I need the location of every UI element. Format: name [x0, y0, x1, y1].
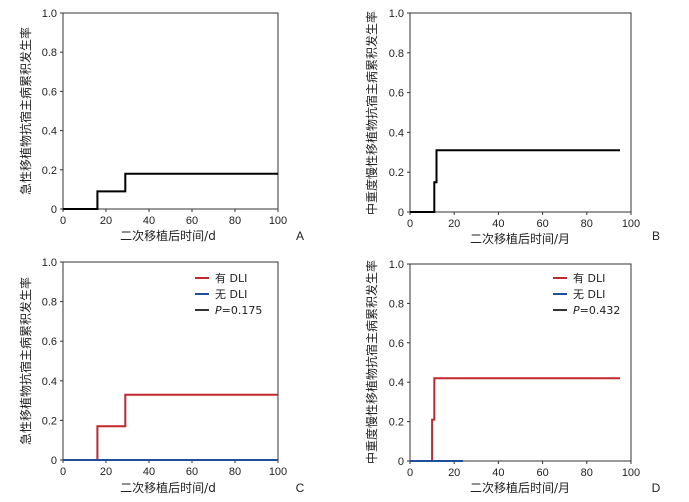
- x-tick-label: 20: [100, 215, 112, 227]
- x-tick-label: 40: [492, 467, 504, 479]
- legend-label: 有 DLI: [215, 271, 247, 285]
- series-line-1: [410, 149, 620, 213]
- legend-label: 有 DLI: [573, 271, 605, 285]
- y-tick-label: 0.4: [42, 126, 57, 138]
- x-tick-label: 20: [448, 467, 460, 479]
- y-tick-label: 0: [51, 204, 57, 216]
- x-tick-label: 100: [622, 218, 640, 230]
- x-tick-label: 0: [407, 218, 413, 230]
- chart-panel-d: 0 0.2 0.4 0.6 0.8 1.0 0 20 40 60 80 100 二次移植后时间/月 中重度…: [364, 259, 661, 495]
- y-axis-label: 中重度慢性移植物抗宿主病累积发生率: [364, 11, 379, 215]
- x-tick-label: 60: [186, 466, 198, 478]
- y-tick-label: 0.2: [389, 167, 404, 179]
- y-tick-label: 0: [398, 456, 404, 468]
- x-tick-label: 80: [229, 466, 241, 478]
- x-axis-label: 二次移植后时间/d: [120, 480, 216, 495]
- legend-label: 无 DLI: [573, 288, 605, 301]
- y-tick-label: 0: [398, 207, 404, 219]
- y-tick-label: 0.4: [42, 376, 57, 388]
- y-tick-label: 0.4: [389, 127, 404, 139]
- x-tick-label: 80: [581, 467, 593, 479]
- x-tick-label: 100: [269, 215, 287, 227]
- panel-label: C: [296, 481, 305, 495]
- y-tick-label: 0.2: [389, 417, 404, 429]
- y-tick-label: 1.0: [42, 8, 57, 20]
- panel-label: D: [652, 481, 661, 495]
- x-axis-label: 二次移植后时间/月: [470, 480, 570, 495]
- y-tick-label: 0.6: [42, 336, 57, 348]
- x-tick-label: 40: [143, 466, 155, 478]
- y-tick-label: 0.6: [42, 86, 57, 98]
- panel-label: A: [296, 229, 304, 243]
- x-tick-label: 80: [229, 215, 241, 227]
- y-tick-label: 0.6: [389, 88, 404, 100]
- plot-frame: [409, 12, 632, 213]
- chart-panel-c: 0 0.2 0.4 0.6 0.8 1.0 0 20 40 60 80 100 二次移植后时间/d 急性移…: [18, 257, 305, 495]
- legend: 有 DLI 无 DLI P=0.175: [195, 271, 262, 317]
- x-tick-label: 0: [60, 466, 66, 478]
- series-line-1: [63, 393, 278, 461]
- x-tick-label: 40: [492, 218, 504, 230]
- series-line-1: [63, 172, 278, 210]
- x-tick-label: 60: [186, 215, 198, 227]
- y-tick-label: 1.0: [42, 257, 57, 269]
- y-tick-label: 0.4: [389, 377, 404, 389]
- y-axis-label: 急性移植物抗宿主病累积发生率: [18, 27, 33, 195]
- x-tick-label: 60: [536, 218, 548, 230]
- y-tick-label: 0.8: [42, 297, 57, 309]
- legend: 有 DLI 无 DLI P=0.432: [553, 271, 620, 317]
- y-axis-label: 中重度慢性移植物抗宿主病累积发生率: [364, 260, 379, 464]
- y-tick-label: 0.8: [389, 48, 404, 60]
- y-axis-label: 急性移植物抗宿主病累积发生率: [18, 277, 33, 445]
- x-tick-label: 20: [448, 218, 460, 230]
- x-tick-label: 20: [100, 466, 112, 478]
- y-tick-label: 0.8: [42, 47, 57, 59]
- y-tick-label: 1.0: [389, 259, 404, 271]
- panel-label: B: [652, 229, 660, 243]
- x-tick-label: 0: [60, 215, 66, 227]
- legend-label: P=0.432: [573, 304, 620, 317]
- plot-frame: [62, 12, 279, 210]
- x-tick-label: 60: [536, 467, 548, 479]
- x-tick-label: 40: [143, 215, 155, 227]
- plot-frame: [409, 263, 632, 462]
- x-tick-label: 0: [407, 467, 413, 479]
- x-tick-label: 80: [581, 218, 593, 230]
- y-tick-label: 0.2: [42, 415, 57, 427]
- series-line-1: [410, 377, 620, 462]
- x-axis-label: 二次移植后时间/d: [120, 228, 216, 243]
- y-tick-label: 0.2: [42, 165, 57, 177]
- y-tick-label: 0: [51, 455, 57, 467]
- x-axis-label: 二次移植后时间/月: [470, 231, 570, 246]
- x-tick-label: 100: [269, 466, 287, 478]
- chart-panel-a: 0 0.2 0.4 0.6 0.8 1.0 0 20 40 60 80 100 二次移植后时间/d 急性移…: [18, 8, 304, 243]
- y-tick-label: 0.8: [389, 298, 404, 310]
- y-tick-label: 1.0: [389, 8, 404, 20]
- x-tick-label: 100: [622, 467, 640, 479]
- legend-label: P=0.175: [215, 304, 262, 317]
- y-tick-label: 0.6: [389, 338, 404, 350]
- legend-label: 无 DLI: [215, 288, 247, 301]
- chart-panel-b: 0 0.2 0.4 0.6 0.8 1.0 0 20 40 60 80 100 二次移植后时间/月 中重度…: [364, 8, 660, 246]
